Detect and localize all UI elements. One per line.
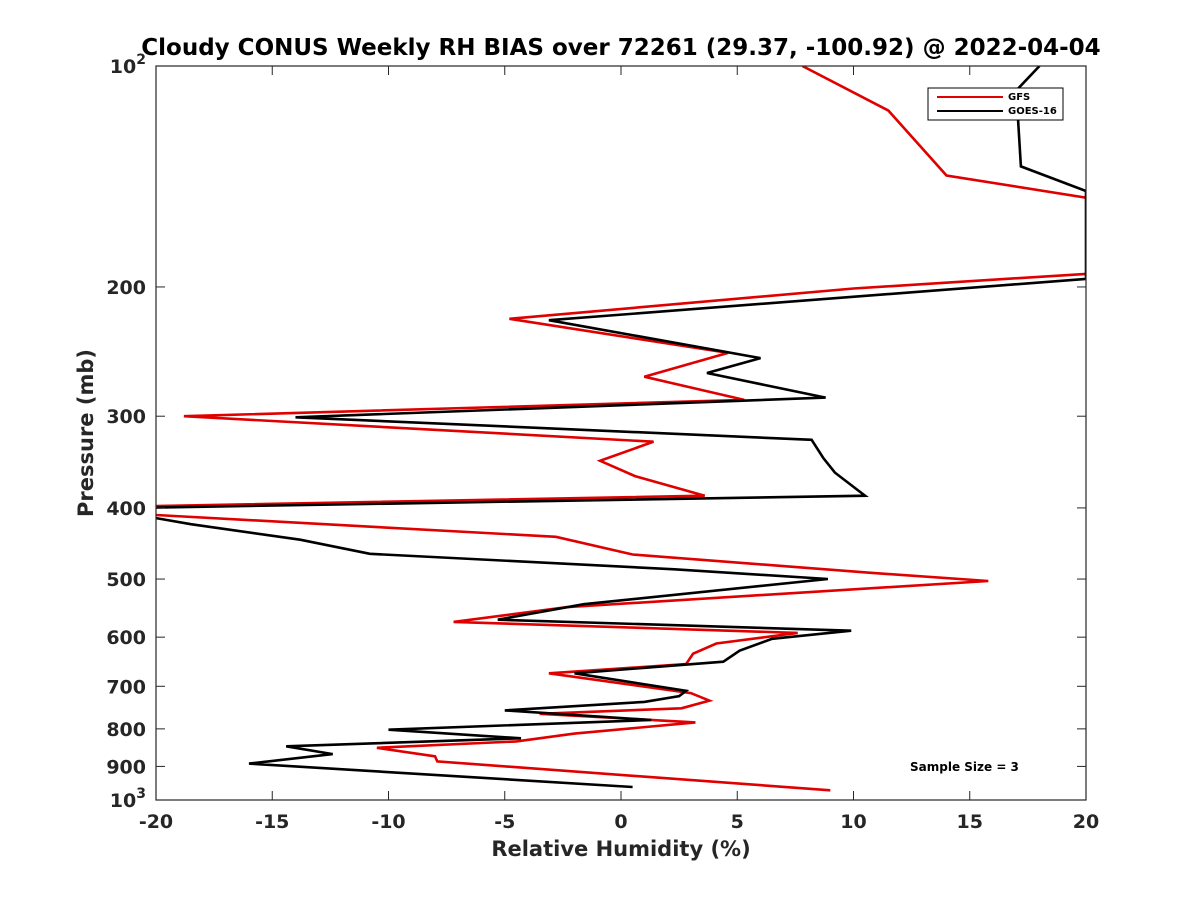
sample-size-annotation: Sample Size = 3 [910,760,1019,774]
chart-title: Cloudy CONUS Weekly RH BIAS over 72261 (… [141,35,1100,61]
x-tick-label: 20 [1073,811,1099,833]
series-line-goes16 [156,66,1086,789]
y-tick-label: 400 [106,498,146,520]
y-tick-label: 600 [106,627,146,649]
x-tick-label: -15 [255,811,289,833]
legend-box [927,87,1064,121]
y-axis: 102 200 300 400 500 600 700 800 900 103 [106,52,1086,812]
y-axis-label: Pressure (mb) [74,349,98,517]
y-tick-label: 700 [106,676,146,698]
x-axis: -20 -15 -10 -5 0 5 10 15 20 [139,66,1099,833]
y-tick-label: 300 [106,406,146,428]
y-tick-label: 103 [110,786,146,812]
x-tick-label: 0 [614,811,627,833]
x-tick-label: -20 [139,811,173,833]
x-axis-label: Relative Humidity (%) [491,837,750,861]
x-tick-label: -5 [494,811,515,833]
legend: GFS GOES-16 [927,87,1064,121]
y-tick-label: 800 [106,719,146,741]
legend-label-gfs: GFS [1008,92,1030,103]
series-layer [156,66,1086,792]
x-tick-label: 5 [731,811,744,833]
x-tick-label: 15 [957,811,983,833]
y-tick-label: 102 [110,52,146,78]
y-tick-label: 500 [106,569,146,591]
y-tick-label: 200 [106,277,146,299]
x-tick-label: -10 [371,811,405,833]
x-tick-label: 10 [840,811,866,833]
y-tick-label: 900 [106,756,146,778]
legend-label-goes16: GOES-16 [1008,106,1057,117]
